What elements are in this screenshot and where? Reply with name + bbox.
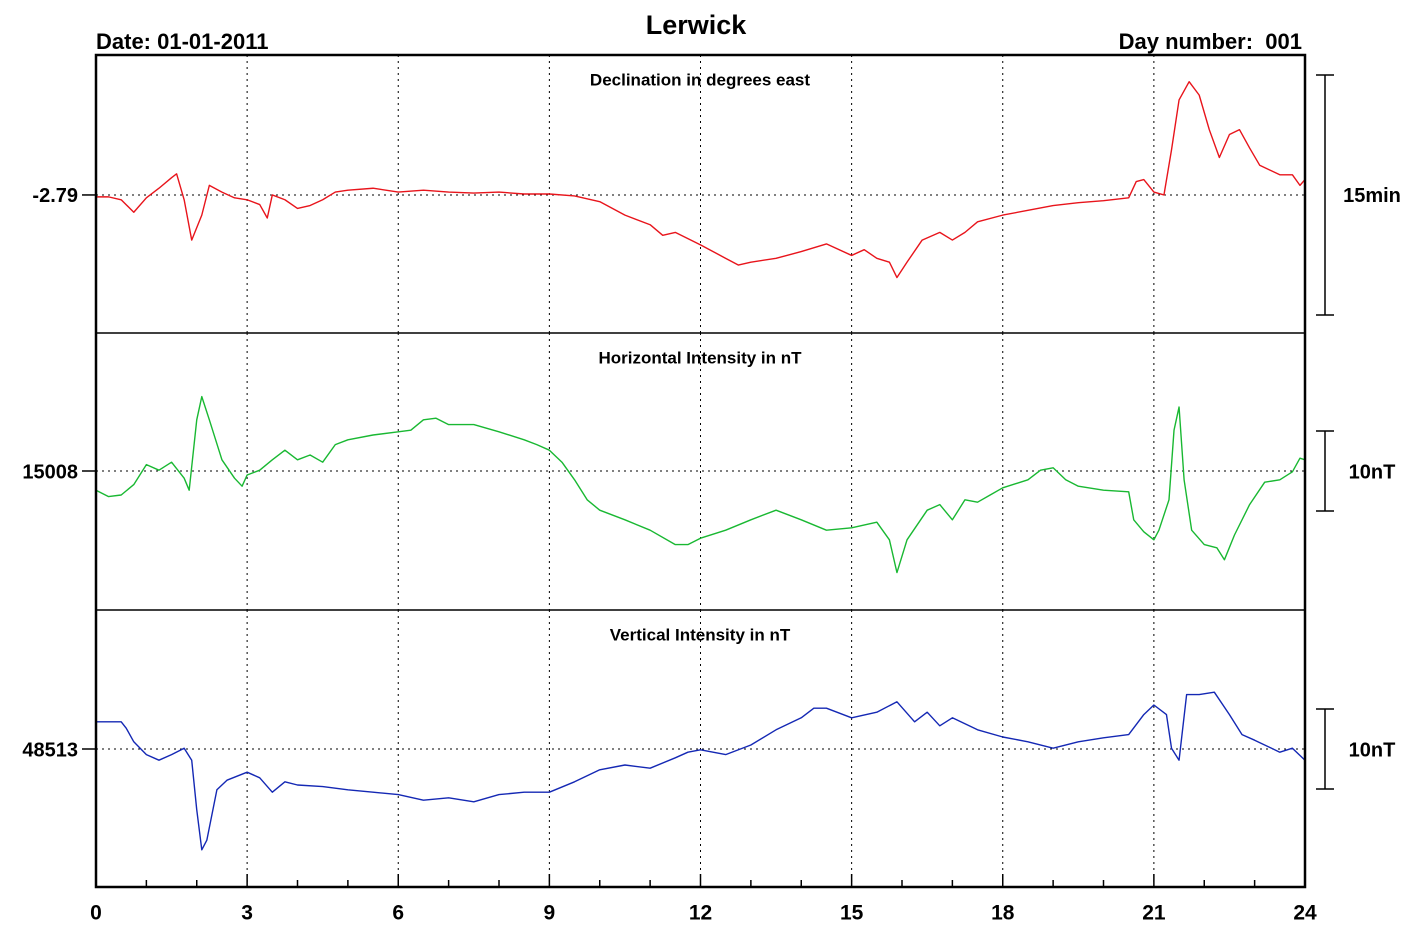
y-tick-label: 15008: [22, 461, 78, 483]
data-line: [96, 80, 1306, 279]
scale-bar-label: 15min: [1343, 185, 1401, 207]
x-tick-label: 24: [1293, 902, 1317, 925]
x-tick-label: 15: [840, 902, 864, 925]
x-tick-label: 9: [544, 902, 556, 925]
x-tick-label: 12: [689, 902, 712, 925]
x-tick-label: 6: [392, 902, 404, 925]
scale-bar-label: 10nT: [1349, 739, 1396, 761]
plot-frame: [94, 53, 1307, 889]
y-tick-label: 48513: [22, 739, 78, 761]
data-line: [95, 395, 1306, 574]
x-tick-label: 18: [991, 902, 1015, 925]
panel-title: Vertical Intensity in nT: [610, 625, 791, 644]
panel-title: Declination in degrees east: [590, 70, 810, 89]
data-line: [96, 691, 1306, 851]
chart-title: Lerwick: [646, 10, 748, 40]
scale-bar-label: 10nT: [1349, 461, 1396, 483]
date-label: Date: 01-01-2011: [96, 29, 268, 54]
panel-title: Horizontal Intensity in nT: [598, 348, 802, 367]
x-tick-label: 3: [241, 902, 253, 925]
x-tick-label: 21: [1142, 902, 1166, 925]
x-tick-label: 0: [90, 902, 102, 925]
y-tick-label: -2.79: [32, 185, 78, 207]
day-number-label: Day number: 001: [1119, 29, 1302, 54]
